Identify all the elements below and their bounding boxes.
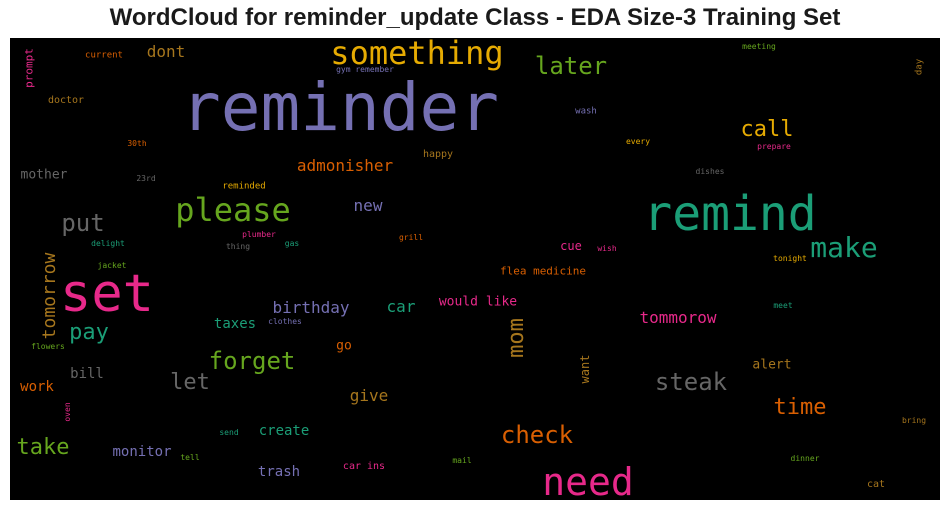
word-wish: wish	[597, 244, 617, 253]
word-remind: remind	[643, 186, 817, 242]
word-car: car	[386, 297, 416, 316]
word-give: give	[349, 386, 389, 405]
word-bill: bill	[70, 366, 104, 382]
word-car-ins: car ins	[342, 461, 386, 472]
word-taxes: taxes	[213, 316, 257, 332]
word-want: want	[578, 354, 592, 384]
word-send: send	[219, 428, 239, 437]
word-delight: delight	[91, 239, 125, 248]
word-prepare: prepare	[757, 142, 791, 151]
word-doctor: doctor	[47, 95, 85, 106]
word-mother: mother	[20, 167, 68, 183]
word-put: put	[61, 209, 105, 237]
word-current: current	[85, 50, 123, 61]
word-admonisher: admonisher	[296, 156, 394, 175]
word-meeting: meeting	[742, 42, 776, 51]
word-make: make	[810, 231, 878, 264]
word-prompt: prompt	[22, 48, 36, 88]
chart-title: WordCloud for reminder_update Class - ED…	[109, 4, 841, 31]
word-jacket: jacket	[97, 261, 127, 270]
word-alert: alert	[752, 357, 792, 373]
word-every: every	[625, 137, 651, 146]
word-clothes: clothes	[268, 317, 302, 326]
word-let: let	[170, 370, 210, 395]
word-cue: cue	[560, 239, 582, 253]
word-thing: thing	[225, 242, 251, 251]
word-need: need	[542, 460, 634, 500]
word-tomorrow: tomorrow	[39, 252, 60, 340]
word-tonight: tonight	[773, 254, 807, 263]
wordcloud-canvas: reminder remind set something need please make…	[10, 38, 940, 500]
word-cat: cat	[866, 479, 886, 490]
word-grill: grill	[398, 233, 424, 242]
word-oven: oven	[63, 402, 72, 422]
word-dont: dont	[146, 42, 186, 61]
word-wash: wash	[575, 106, 597, 117]
word-mail: mail	[452, 456, 472, 465]
word-please: please	[175, 191, 291, 229]
word-trash: trash	[257, 464, 301, 480]
word-dinner: dinner	[790, 454, 820, 463]
word-create: create	[258, 423, 310, 439]
word-work: work	[20, 379, 54, 395]
word-gym-remember: gym remember	[336, 65, 394, 74]
word-flea-medicine: flea medicine	[499, 264, 587, 278]
word-new: new	[353, 196, 383, 215]
word-reminded: reminded	[222, 181, 266, 192]
word-tell: tell	[180, 453, 200, 462]
word-birthday: birthday	[272, 298, 350, 317]
word-gas: gas	[284, 239, 300, 248]
word-monitor: monitor	[112, 444, 172, 460]
word-steak: steak	[654, 368, 728, 396]
word-later: later	[534, 52, 608, 80]
word-would-like: would like	[438, 294, 518, 310]
word-time: time	[773, 395, 827, 420]
word-meet: meet	[773, 301, 793, 310]
word-something: something	[330, 38, 504, 72]
word-go: go	[336, 338, 352, 354]
word-forget: forget	[208, 347, 296, 375]
word-flowers: flowers	[31, 342, 65, 351]
word-call: call	[740, 117, 794, 142]
word-plumber: plumber	[242, 230, 276, 239]
word-set: set	[60, 264, 154, 324]
word-mom: mom	[504, 318, 529, 358]
word-bring: bring	[901, 416, 927, 425]
word-reminder: reminder	[181, 69, 499, 146]
word-dishes: dishes	[695, 167, 725, 176]
word-30th: 30th	[127, 139, 147, 148]
word-check: check	[500, 421, 574, 449]
word-take: take	[16, 435, 70, 460]
word-tommorow: tommorow	[639, 308, 717, 327]
word-day: day	[914, 58, 925, 76]
word-pay: pay	[69, 320, 109, 345]
word-happy: happy	[422, 149, 454, 160]
word-23rd: 23rd	[136, 174, 156, 183]
